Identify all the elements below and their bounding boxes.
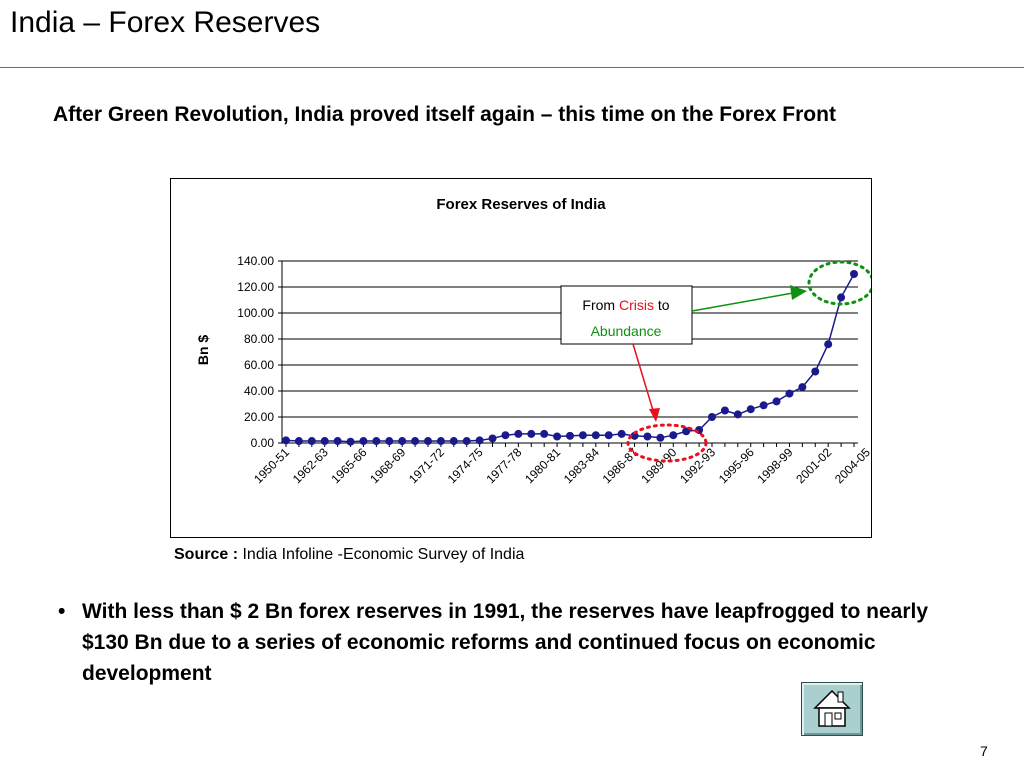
data-point [320,437,329,446]
bullet-text: With less than $ 2 Bn forex reserves in … [82,600,928,685]
chart-title: Forex Reserves of India [436,196,606,213]
data-point [746,405,755,414]
x-tick-label: 1950-51 [251,445,292,486]
data-point [759,401,768,410]
data-point [708,413,716,421]
slide-subtitle: After Green Revolution, India proved its… [53,103,836,126]
data-point [785,389,794,398]
data-point [578,431,587,440]
source-label: Source : [174,546,239,563]
data-point [488,434,497,443]
data-point [824,340,833,349]
data-point [436,437,445,446]
data-point [359,437,368,446]
slide-title: India – Forex Reserves [10,6,321,39]
data-point [798,383,807,392]
y-tick-label: 0.00 [251,436,275,450]
y-axis-label: Bn $ [195,335,211,366]
y-tick-label: 100.00 [237,306,274,320]
forex-chart: Forex Reserves of India Bn $ 0.00 20.00 40… [195,196,871,486]
y-tick-label: 40.00 [244,384,274,398]
data-point [475,436,484,445]
abundance-highlight-circle [807,260,871,306]
svg-text:From Crisis to: From Crisis to [582,297,669,313]
data-point [294,437,303,446]
data-point [591,431,600,440]
y-tick-label: 60.00 [244,358,274,372]
page-number: 7 [980,743,988,759]
chart-container: Forex Reserves of India Bn $ 0.00 20.00 40… [170,178,872,538]
y-tick-label: 20.00 [244,410,274,424]
x-tick-label: 1989-90 [638,445,679,486]
data-point [307,437,316,446]
data-point [643,432,652,441]
x-tick-label: 2001-02 [793,445,834,486]
data-point [682,427,691,436]
data-point [850,270,858,278]
data-point [811,367,820,376]
data-point [372,437,381,446]
source-text: India Infoline -Economic Survey of India [242,546,525,563]
x-tick-label: 1995-96 [716,445,757,486]
y-tick-label: 80.00 [244,332,274,346]
data-point [604,431,613,440]
crisis-arrow [632,343,656,418]
annotation-to: to [658,297,670,313]
data-point [411,437,420,446]
crisis-highlight-circle [626,423,708,463]
annotation-crisis: Crisis [619,297,654,313]
x-tick-label: 2004-05 [832,445,871,486]
annotation-from: From [582,297,615,313]
home-button[interactable] [801,682,863,736]
data-point [501,431,510,440]
bullet-dot: • [58,600,66,623]
y-tick-label: 120.00 [237,280,274,294]
title-divider [0,67,1024,68]
x-tick-label: 1965-66 [329,445,370,486]
data-point [540,429,549,438]
data-point [553,432,562,441]
x-tick-label: 1977-78 [483,445,524,486]
data-point [282,436,290,445]
x-tick-label: 1971-72 [406,445,447,486]
data-point [837,293,846,302]
data-point [617,429,626,438]
data-point [424,437,432,446]
x-tick-label: 1992-93 [677,445,718,486]
data-point [630,431,639,440]
x-tick-label: 1974-75 [445,445,486,486]
data-point [333,437,342,446]
data-point [720,406,729,415]
data-point [566,431,574,440]
x-tick-label: 1986-87 [600,445,641,486]
annotation-abundance: Abundance [591,323,662,339]
data-point [385,437,394,446]
x-tick-label: 1968-69 [367,445,408,486]
data-point [514,429,523,438]
source-note: Source : India Infoline -Economic Survey… [174,546,524,564]
x-tick-label: 1980-81 [522,445,563,486]
abundance-arrow [691,292,794,312]
data-point [398,437,407,446]
data-point [772,397,781,406]
data-point [449,437,458,446]
x-tick-label: 1983-84 [561,445,602,486]
x-tick-label: 1998-99 [755,445,796,486]
crisis-arrowhead [649,408,660,422]
data-point [733,410,742,419]
annotation-box [560,285,693,345]
data-point [462,437,471,446]
data-point [346,437,355,446]
abundance-arrowhead [790,285,807,300]
data-point [656,433,665,442]
y-tick-label: 140.00 [237,254,274,268]
data-point [527,429,536,438]
data-point [669,431,678,440]
home-icon [813,689,851,727]
x-tick-label: 1962-63 [290,445,331,486]
